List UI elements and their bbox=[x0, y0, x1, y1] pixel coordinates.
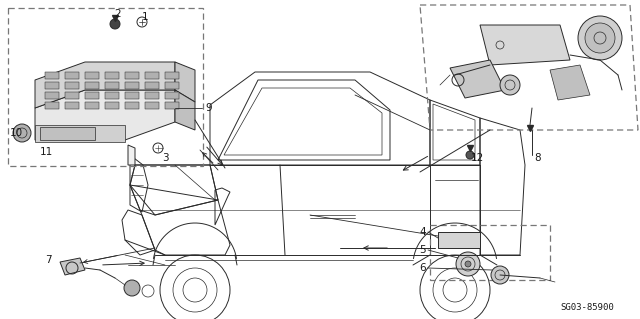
Circle shape bbox=[578, 16, 622, 60]
Polygon shape bbox=[65, 102, 79, 109]
Circle shape bbox=[456, 252, 480, 276]
Polygon shape bbox=[85, 102, 99, 109]
Polygon shape bbox=[145, 102, 159, 109]
Polygon shape bbox=[105, 72, 119, 79]
Text: 7: 7 bbox=[45, 255, 52, 265]
Text: 4: 4 bbox=[419, 227, 426, 237]
Circle shape bbox=[110, 19, 120, 29]
Polygon shape bbox=[65, 72, 79, 79]
Polygon shape bbox=[105, 102, 119, 109]
Polygon shape bbox=[165, 82, 179, 89]
Polygon shape bbox=[60, 258, 85, 275]
Polygon shape bbox=[125, 82, 139, 89]
Polygon shape bbox=[85, 82, 99, 89]
Polygon shape bbox=[40, 127, 95, 140]
Polygon shape bbox=[165, 92, 179, 99]
Text: 1: 1 bbox=[141, 12, 148, 22]
Polygon shape bbox=[438, 232, 480, 248]
Polygon shape bbox=[125, 102, 139, 109]
Polygon shape bbox=[480, 25, 570, 65]
Text: SG03-85900: SG03-85900 bbox=[560, 303, 614, 312]
Polygon shape bbox=[125, 72, 139, 79]
Text: 11: 11 bbox=[40, 147, 53, 157]
Text: 5: 5 bbox=[419, 245, 426, 255]
Text: 12: 12 bbox=[471, 153, 484, 163]
Circle shape bbox=[500, 75, 520, 95]
Text: 2: 2 bbox=[115, 9, 122, 19]
Polygon shape bbox=[550, 65, 590, 100]
Polygon shape bbox=[125, 92, 139, 99]
Circle shape bbox=[465, 261, 471, 267]
Polygon shape bbox=[450, 60, 505, 98]
Text: 8: 8 bbox=[534, 153, 541, 163]
Polygon shape bbox=[35, 125, 125, 142]
Polygon shape bbox=[35, 62, 175, 108]
Polygon shape bbox=[35, 90, 175, 140]
Circle shape bbox=[466, 151, 474, 159]
Polygon shape bbox=[65, 82, 79, 89]
Polygon shape bbox=[145, 72, 159, 79]
Polygon shape bbox=[45, 82, 59, 89]
Polygon shape bbox=[45, 102, 59, 109]
Polygon shape bbox=[45, 72, 59, 79]
Circle shape bbox=[491, 266, 509, 284]
Polygon shape bbox=[105, 82, 119, 89]
Polygon shape bbox=[45, 92, 59, 99]
Polygon shape bbox=[145, 82, 159, 89]
Text: 9: 9 bbox=[205, 103, 212, 113]
Polygon shape bbox=[65, 92, 79, 99]
Polygon shape bbox=[85, 92, 99, 99]
Circle shape bbox=[585, 23, 615, 53]
Polygon shape bbox=[175, 62, 195, 102]
Polygon shape bbox=[165, 102, 179, 109]
Circle shape bbox=[124, 280, 140, 296]
Polygon shape bbox=[175, 90, 195, 130]
Text: 10: 10 bbox=[10, 128, 23, 138]
Polygon shape bbox=[165, 72, 179, 79]
Bar bbox=[430, 225, 550, 280]
Polygon shape bbox=[85, 72, 99, 79]
Bar bbox=[8, 8, 203, 166]
Polygon shape bbox=[128, 145, 135, 165]
Text: 6: 6 bbox=[419, 263, 426, 273]
Circle shape bbox=[13, 124, 31, 142]
Polygon shape bbox=[105, 92, 119, 99]
Polygon shape bbox=[145, 92, 159, 99]
Text: 3: 3 bbox=[162, 153, 168, 163]
